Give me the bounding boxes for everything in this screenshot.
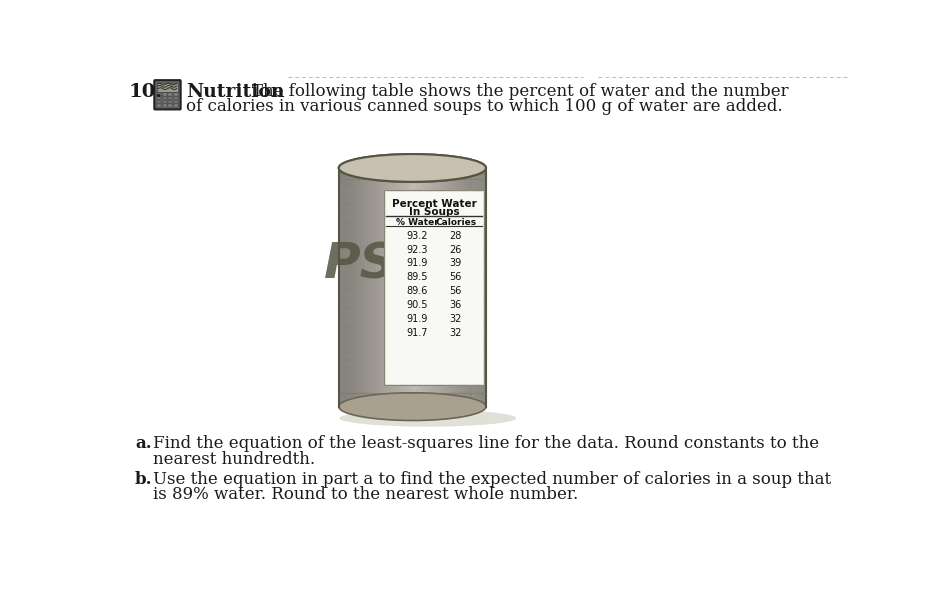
FancyBboxPatch shape	[174, 105, 177, 107]
Text: Use the equation in part a to find the expected number of calories in a soup tha: Use the equation in part a to find the e…	[153, 470, 831, 488]
Text: Find the equation of the least-squares line for the data. Round constants to the: Find the equation of the least-squares l…	[153, 435, 819, 452]
Text: 28: 28	[450, 230, 462, 241]
Text: 26: 26	[450, 245, 462, 255]
Polygon shape	[442, 168, 446, 407]
Polygon shape	[405, 168, 409, 407]
FancyBboxPatch shape	[168, 105, 173, 107]
Polygon shape	[361, 168, 365, 407]
Polygon shape	[435, 168, 438, 407]
Polygon shape	[416, 168, 421, 407]
Polygon shape	[379, 168, 383, 407]
Polygon shape	[412, 168, 417, 407]
FancyBboxPatch shape	[163, 105, 167, 107]
Text: nearest hundredth.: nearest hundredth.	[153, 450, 315, 467]
Text: 56: 56	[450, 286, 462, 296]
Ellipse shape	[339, 154, 486, 182]
Text: of calories in various canned soups to which 100 g of water are added.: of calories in various canned soups to w…	[186, 98, 783, 115]
Text: 92.3: 92.3	[406, 245, 428, 255]
Polygon shape	[368, 168, 372, 407]
Ellipse shape	[339, 393, 486, 421]
Polygon shape	[453, 168, 457, 407]
Text: Percent Water: Percent Water	[391, 199, 476, 209]
FancyBboxPatch shape	[155, 80, 181, 109]
Text: 36: 36	[450, 300, 462, 310]
Polygon shape	[408, 168, 413, 407]
Text: 56: 56	[450, 272, 462, 282]
Polygon shape	[342, 168, 346, 407]
Polygon shape	[482, 168, 487, 407]
FancyBboxPatch shape	[168, 100, 173, 103]
Text: 91.9: 91.9	[406, 258, 428, 268]
Text: 91.7: 91.7	[406, 328, 428, 337]
FancyBboxPatch shape	[384, 190, 485, 385]
Polygon shape	[398, 168, 402, 407]
FancyBboxPatch shape	[157, 105, 161, 107]
FancyBboxPatch shape	[163, 100, 167, 103]
FancyBboxPatch shape	[174, 100, 177, 103]
Text: 93.2: 93.2	[406, 230, 428, 241]
Polygon shape	[427, 168, 431, 407]
FancyBboxPatch shape	[168, 93, 173, 96]
FancyBboxPatch shape	[168, 97, 173, 99]
Text: 89.6: 89.6	[406, 286, 428, 296]
Polygon shape	[346, 168, 350, 407]
Polygon shape	[350, 168, 354, 407]
Ellipse shape	[393, 163, 416, 170]
FancyBboxPatch shape	[157, 97, 161, 99]
Polygon shape	[339, 168, 353, 407]
Text: % Water: % Water	[396, 218, 438, 227]
Polygon shape	[375, 168, 380, 407]
Polygon shape	[438, 168, 442, 407]
Polygon shape	[423, 168, 427, 407]
Polygon shape	[357, 168, 361, 407]
Polygon shape	[472, 168, 475, 407]
Text: 89.5: 89.5	[406, 272, 428, 282]
FancyBboxPatch shape	[157, 93, 161, 96]
Polygon shape	[464, 168, 468, 407]
FancyBboxPatch shape	[174, 97, 177, 99]
FancyBboxPatch shape	[163, 93, 167, 96]
FancyBboxPatch shape	[163, 97, 167, 99]
Polygon shape	[372, 168, 376, 407]
FancyBboxPatch shape	[157, 100, 161, 103]
Polygon shape	[387, 168, 390, 407]
Polygon shape	[468, 168, 472, 407]
Text: 39: 39	[450, 258, 462, 268]
Polygon shape	[445, 168, 450, 407]
Ellipse shape	[344, 160, 481, 183]
Text: 32: 32	[450, 314, 462, 324]
Text: 90.5: 90.5	[406, 300, 428, 310]
Text: 91.9: 91.9	[406, 314, 428, 324]
Text: is 89% water. Round to the nearest whole number.: is 89% water. Round to the nearest whole…	[153, 486, 578, 503]
Text: a.: a.	[135, 435, 152, 452]
Polygon shape	[460, 168, 464, 407]
Polygon shape	[479, 168, 483, 407]
Text: In Soups: In Soups	[408, 207, 459, 217]
Text: 32: 32	[450, 328, 462, 337]
Polygon shape	[354, 168, 357, 407]
Polygon shape	[431, 168, 435, 407]
Text: The following table shows the percent of water and the number: The following table shows the percent of…	[252, 83, 788, 100]
Polygon shape	[390, 168, 394, 407]
Polygon shape	[402, 168, 405, 407]
Polygon shape	[394, 168, 398, 407]
Polygon shape	[449, 168, 454, 407]
Text: 10.: 10.	[129, 83, 163, 101]
Ellipse shape	[339, 410, 516, 427]
Polygon shape	[383, 168, 387, 407]
FancyBboxPatch shape	[174, 93, 177, 96]
FancyBboxPatch shape	[157, 83, 177, 92]
Polygon shape	[456, 168, 460, 407]
Text: PS: PS	[324, 240, 397, 288]
Polygon shape	[365, 168, 369, 407]
Text: Nutrition: Nutrition	[186, 83, 285, 101]
Polygon shape	[472, 168, 486, 407]
Polygon shape	[475, 168, 479, 407]
Text: Calories: Calories	[436, 218, 476, 227]
Polygon shape	[339, 168, 343, 407]
Text: b.: b.	[135, 470, 153, 488]
Polygon shape	[420, 168, 423, 407]
